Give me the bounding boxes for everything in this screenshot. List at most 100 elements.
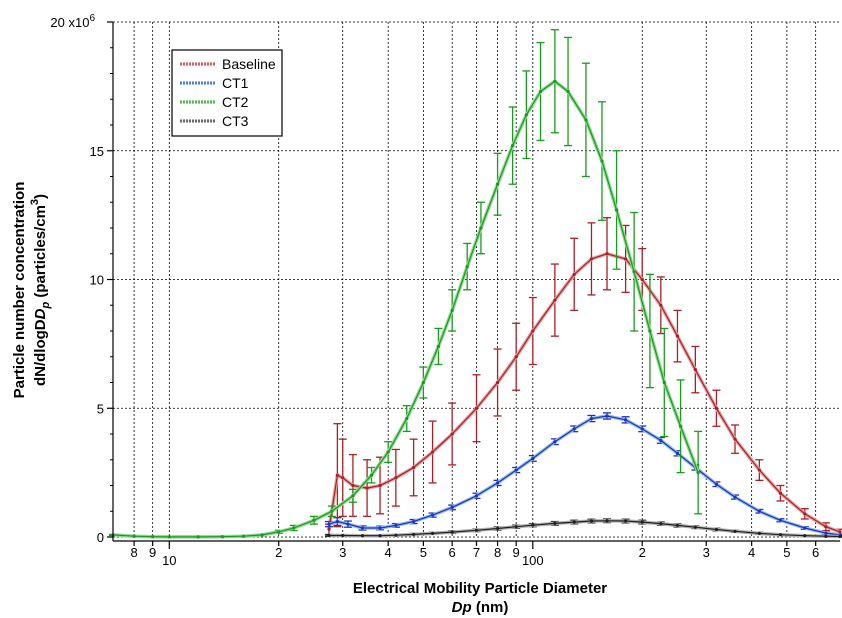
data-point (824, 525, 828, 529)
data-point (714, 527, 719, 532)
data-point (474, 494, 479, 498)
data-point (330, 509, 334, 513)
data-point (335, 473, 339, 477)
series-ct3 (325, 518, 842, 539)
data-point (196, 535, 200, 539)
data-point (327, 522, 331, 526)
data-point (778, 491, 783, 495)
data-point (412, 465, 416, 470)
legend: Baseline CT1 CT2 CT3 (171, 49, 283, 137)
data-point (260, 533, 264, 537)
data-point (803, 512, 807, 516)
data-point (421, 380, 425, 385)
y-tick-label: 10 (90, 273, 104, 288)
x-tick-label: 7 (473, 545, 480, 560)
data-point (412, 519, 416, 524)
x-tick-label: 2 (275, 545, 282, 560)
data-point (640, 520, 644, 524)
x-tick-label: 2 (639, 545, 646, 560)
data-point (714, 406, 719, 410)
data-point (589, 416, 594, 421)
legend-label: Baseline (222, 56, 276, 72)
y-axis-title-line2: dN/dlogDDp (particles/cm3) (29, 194, 52, 386)
x-tick-label: 4 (748, 545, 755, 560)
data-point (430, 513, 435, 517)
data-point (465, 265, 469, 269)
data-point (327, 527, 331, 531)
x-tick-label: 8 (130, 545, 137, 560)
data-point (335, 519, 339, 524)
data-point (524, 113, 528, 117)
x-tick-label: 9 (149, 545, 156, 560)
data-point (605, 252, 609, 256)
data-point (824, 534, 828, 538)
y-axis-title-line1: Particle number concentration (11, 182, 28, 399)
data-point (450, 432, 454, 436)
data-point (369, 473, 374, 477)
data-point (733, 495, 737, 499)
data-point (531, 523, 535, 527)
data-point (341, 476, 345, 480)
data-point (605, 414, 609, 418)
data-point (511, 144, 515, 148)
data-point (436, 344, 441, 349)
x-tick-label: 6 (812, 545, 819, 560)
data-point (479, 226, 483, 230)
data-point (640, 277, 644, 282)
data-point (675, 523, 680, 528)
data-point (474, 528, 479, 532)
data-point (693, 525, 697, 529)
data-point (614, 208, 619, 212)
data-point (659, 303, 663, 307)
data-point (693, 368, 697, 372)
data-point (474, 406, 479, 410)
data-point (312, 518, 316, 522)
series-line (329, 520, 841, 538)
data-point (757, 531, 761, 535)
data-point (605, 519, 609, 523)
x-axis-title-line1: Electrical Mobility Particle Diameter (353, 580, 607, 597)
data-point (553, 298, 557, 302)
x-tick-label: 9 (513, 545, 520, 560)
data-point (394, 476, 398, 480)
y-tick-label: 20 x106 (50, 13, 95, 30)
data-series (109, 29, 842, 539)
data-point (778, 518, 783, 522)
data-point (757, 468, 761, 472)
data-point (220, 535, 225, 539)
legend-label: CT2 (222, 94, 249, 110)
data-point (378, 483, 382, 488)
data-point (640, 427, 644, 431)
data-point (600, 159, 604, 163)
data-point (514, 468, 518, 472)
data-point (538, 89, 543, 94)
data-point (151, 535, 155, 539)
data-point (360, 534, 365, 538)
x-tick-label: 100 (522, 553, 544, 568)
data-point (450, 530, 454, 534)
data-point (365, 486, 369, 490)
data-point (378, 534, 382, 538)
x-tick-label: 4 (385, 545, 392, 560)
data-point (412, 532, 416, 537)
data-point (531, 456, 535, 461)
data-point (675, 451, 680, 455)
x-tick-label: 5 (783, 545, 790, 560)
data-point (648, 329, 652, 333)
data-point (167, 535, 171, 539)
data-point (495, 380, 500, 385)
data-point (824, 531, 828, 535)
data-point (572, 272, 576, 276)
data-point (623, 418, 628, 422)
data-point (678, 424, 683, 428)
data-point (696, 471, 700, 475)
data-point (572, 427, 576, 431)
data-point (589, 257, 594, 261)
data-point (623, 257, 628, 261)
data-point (132, 534, 136, 538)
data-point (394, 523, 398, 528)
data-point (495, 182, 500, 186)
data-point (351, 483, 355, 488)
